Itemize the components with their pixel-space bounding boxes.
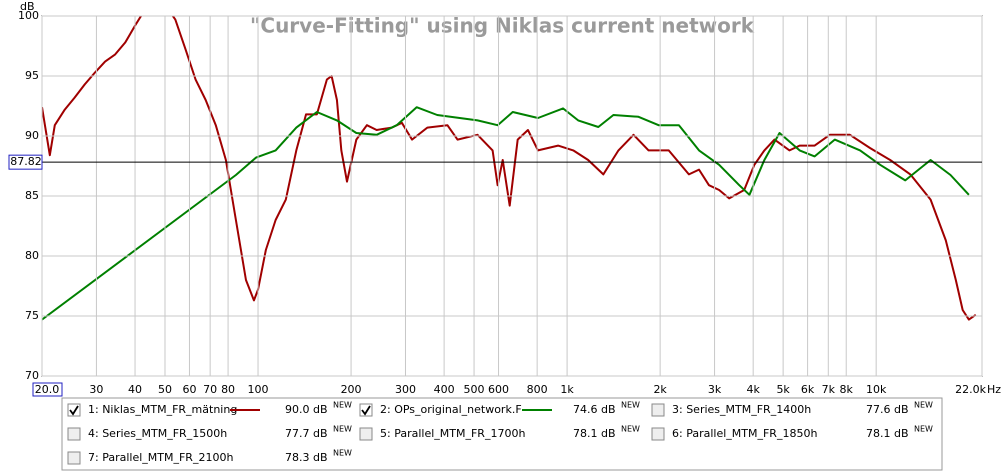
legend-label: 4: Series_MTM_FR_1500h [88,427,227,440]
legend-checkmark [69,405,79,416]
legend-label: 5: Parallel_MTM_FR_1700h [380,427,525,440]
x-tick-label: 500 [464,383,485,396]
legend-checkbox[interactable] [67,451,81,465]
legend-level: 90.0 dB [285,403,328,416]
legend-checkbox[interactable] [67,427,81,441]
y-tick-label: 95 [25,69,39,82]
y-tick-label: 90 [25,129,39,142]
x-axis-unit: Hz [987,383,1001,396]
y-tick-label: 70 [25,369,39,382]
y-tick-label: 80 [25,249,39,262]
legend-badge: NEW [621,425,640,434]
x-tick-label: 30 [89,383,103,396]
legend-level: 78.3 dB [285,451,328,464]
x-tick-label: 70 [203,383,217,396]
legend-level: 78.1 dB [866,427,909,440]
legend-level: 77.7 dB [285,427,328,440]
x-tick-label: 40 [128,383,142,396]
x-tick-label: 5k [776,383,790,396]
legend-label: 3: Series_MTM_FR_1400h [672,403,811,416]
legend-checkbox[interactable] [67,403,81,417]
legend-checkmark [361,405,371,416]
x-start-box [32,382,63,397]
series-line [42,16,977,321]
legend-badge: NEW [914,401,933,410]
legend-box [61,397,943,471]
y-axis-label: dB [20,0,35,13]
y-tick-label: 85 [25,189,39,202]
x-tick-label: 800 [527,383,548,396]
x-tick-label: 2k [653,383,667,396]
y-tick-label: 100 [18,9,39,22]
legend-level: 77.6 dB [866,403,909,416]
cursor-label: 87.82 [10,155,42,168]
x-tick-label: 6k [801,383,815,396]
x-tick-label: 300 [395,383,416,396]
x-tick-label: 50 [158,383,172,396]
legend-level: 78.1 dB [573,427,616,440]
x-tick-label: 7k [822,383,836,396]
x-tick-label: 4k [746,383,760,396]
legend-badge: NEW [914,425,933,434]
y-tick-label: 75 [25,309,39,322]
legend-badge: NEW [621,401,640,410]
x-tick-label: 3k [708,383,722,396]
legend-checkbox[interactable] [359,427,373,441]
cursor-box [8,154,43,170]
legend-checkbox[interactable] [651,427,665,441]
x-tick-label: 200 [341,383,362,396]
x-tick-label: 60 [182,383,196,396]
legend-label: 6: Parallel_MTM_FR_1850h [672,427,817,440]
x-tick-label: 600 [488,383,509,396]
legend-label: 7: Parallel_MTM_FR_2100h [88,451,233,464]
chart-title: "Curve-Fitting" using Niklas current net… [250,14,755,38]
x-tick-label: 80 [221,383,235,396]
plot-lines [42,16,977,321]
x-tick-label: 8k [840,383,854,396]
x-tick-label: 1k [560,383,574,396]
legend-level: 74.6 dB [573,403,616,416]
legend-checkbox[interactable] [651,403,665,417]
legend-label: 1: Niklas_MTM_FR_mätning [88,403,237,416]
legend-badge: NEW [333,425,352,434]
legend-label: 2: OPs_original_network.F [380,403,522,416]
x-tick-label: 100 [248,383,269,396]
x-tick-label: 400 [434,383,455,396]
legend-checkbox[interactable] [359,403,373,417]
x-tick-label: 20.0 [35,383,60,396]
legend-badge: NEW [333,449,352,458]
legend-badge: NEW [333,401,352,410]
x-tick-label: 22.0k [955,383,986,396]
series-line [42,106,970,321]
x-tick-label: 10k [866,383,887,396]
